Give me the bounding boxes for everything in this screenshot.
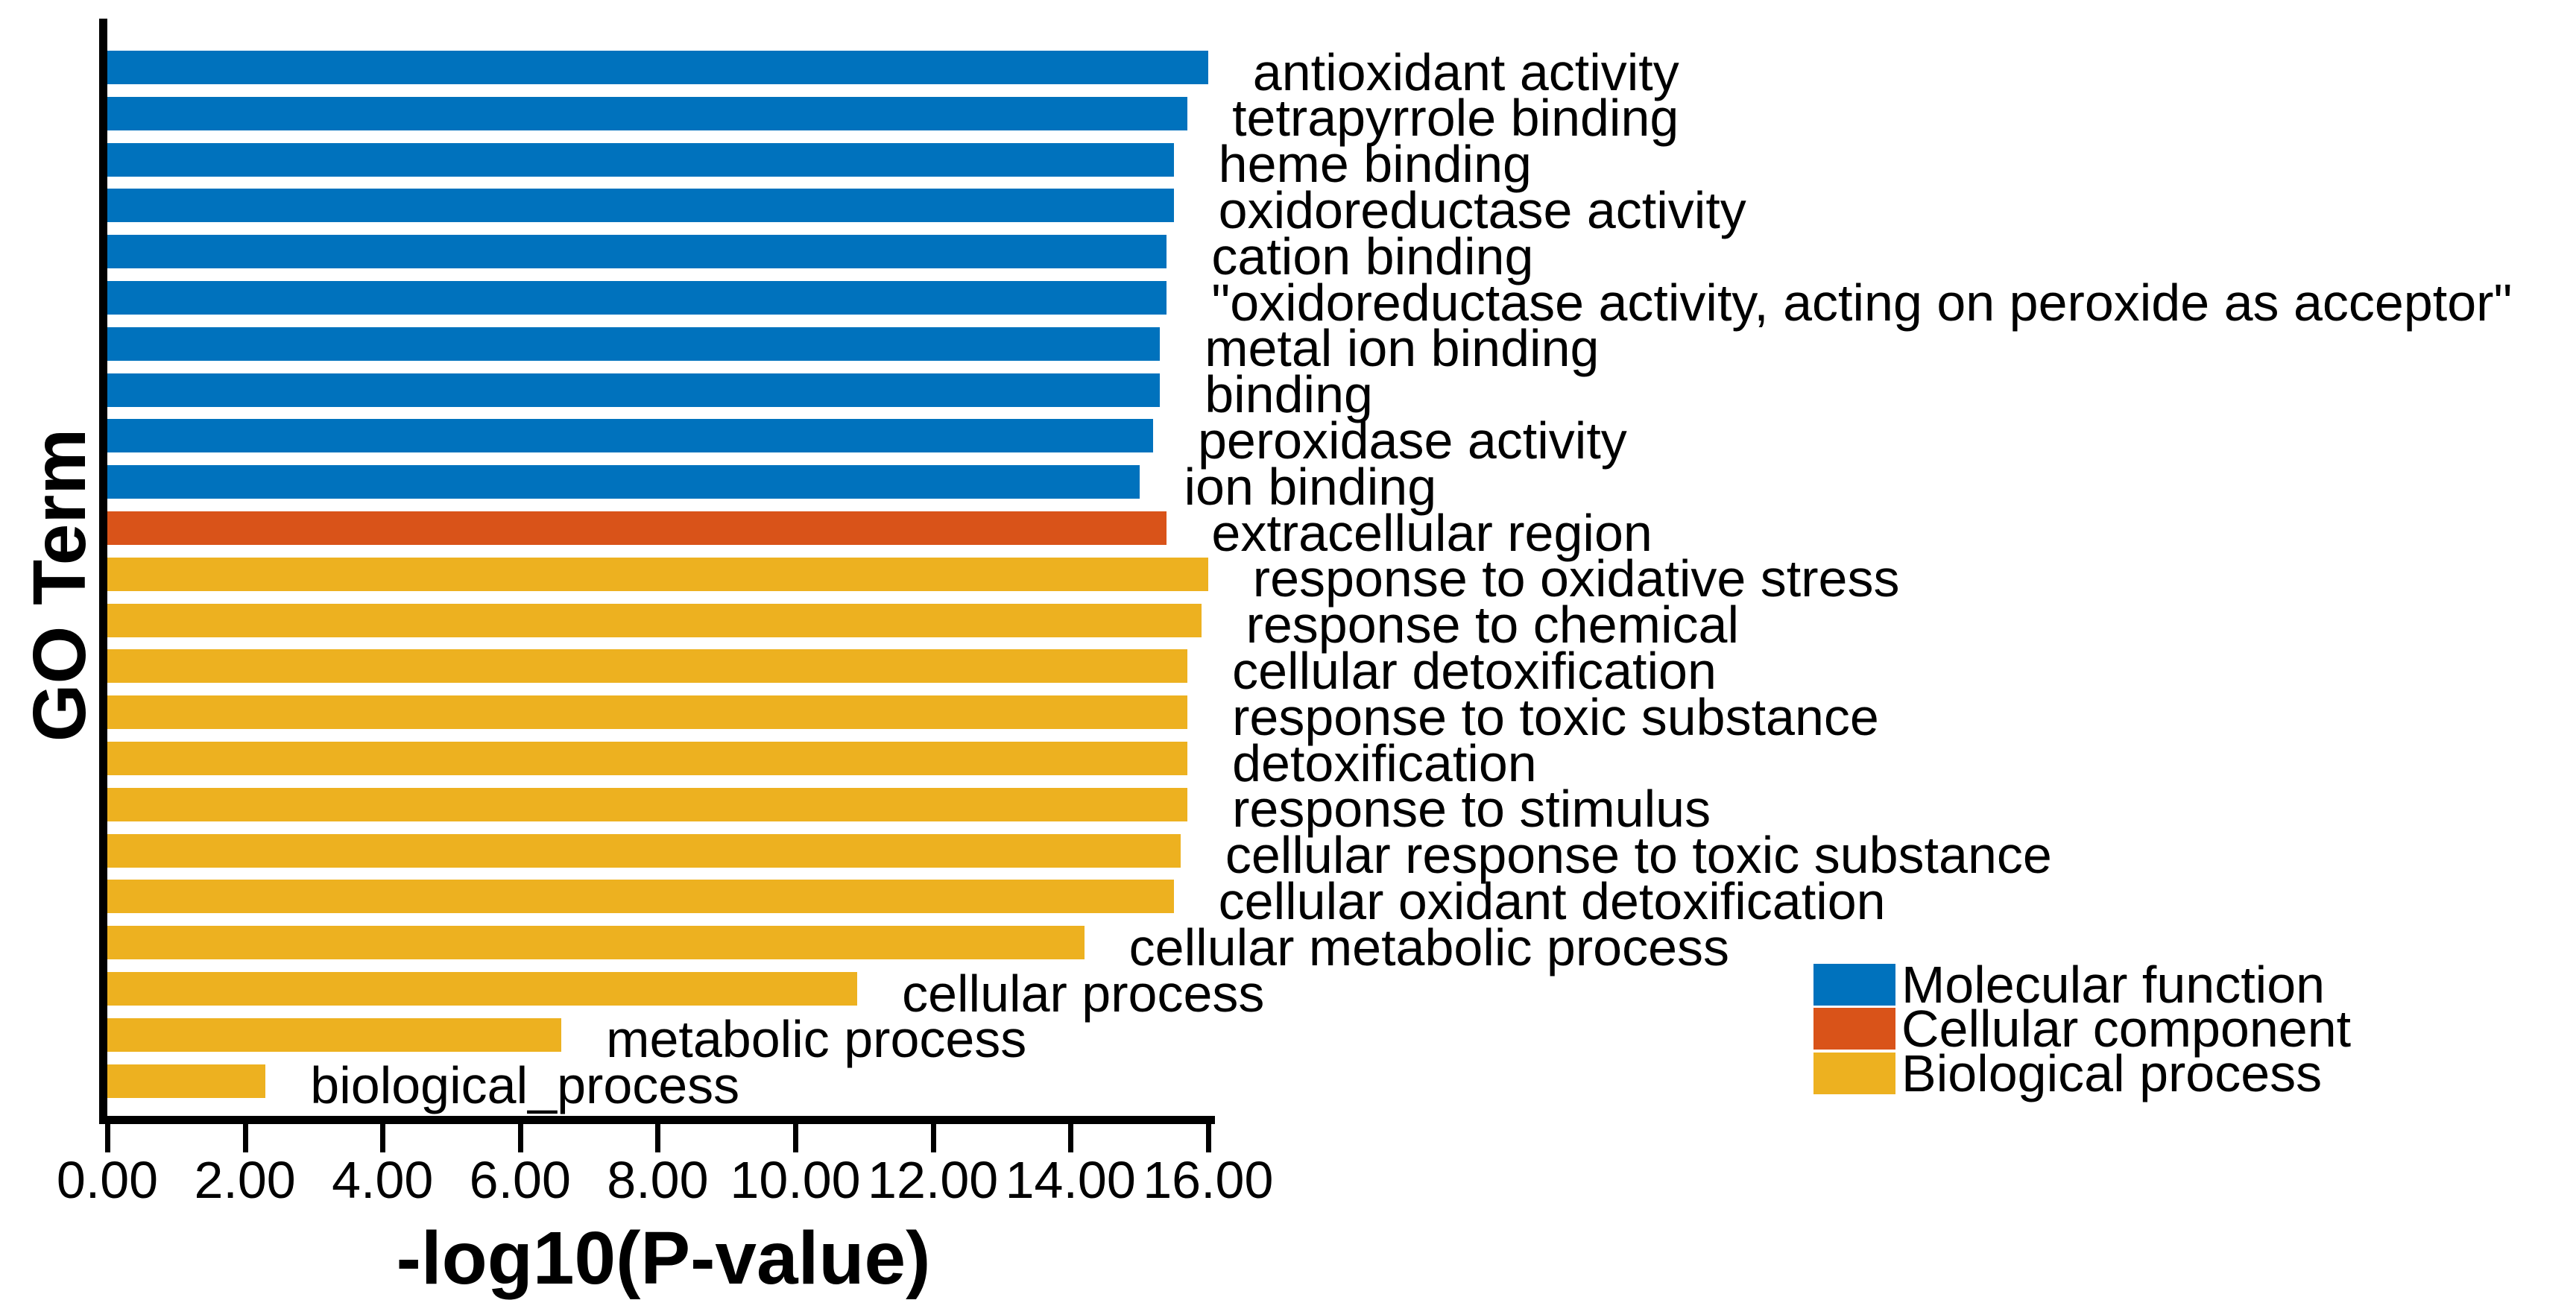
x-tick-mark bbox=[242, 1124, 248, 1152]
bar bbox=[107, 742, 1188, 775]
legend-label: Biological process bbox=[1901, 1044, 2323, 1102]
x-tick-label: 10.00 bbox=[730, 1151, 861, 1209]
bar bbox=[107, 649, 1188, 684]
bar-label: biological_process bbox=[310, 1056, 740, 1115]
bar-label: response to stimulus bbox=[1232, 780, 1711, 839]
x-tick-mark bbox=[105, 1124, 110, 1152]
bar bbox=[107, 511, 1167, 545]
bar bbox=[107, 695, 1188, 730]
bar bbox=[107, 603, 1202, 637]
bar-label: metal ion binding bbox=[1205, 319, 1600, 378]
legend-label: Cellular component bbox=[1901, 1000, 2352, 1058]
bar bbox=[107, 1017, 562, 1052]
x-tick-mark bbox=[380, 1124, 386, 1152]
bar-label: cation binding bbox=[1211, 227, 1534, 285]
x-tick-label: 8.00 bbox=[607, 1151, 709, 1209]
bar-label: antioxidant activity bbox=[1252, 42, 1679, 101]
bar-label: response to oxidative stress bbox=[1252, 549, 1900, 608]
x-tick-label: 2.00 bbox=[194, 1151, 296, 1209]
x-tick-label: 12.00 bbox=[868, 1151, 999, 1209]
legend-label: Molecular function bbox=[1901, 956, 2326, 1014]
bar bbox=[107, 326, 1161, 361]
legend-swatch bbox=[1813, 1053, 1895, 1094]
bar-label: cellular metabolic process bbox=[1128, 918, 1729, 976]
bar bbox=[107, 557, 1208, 591]
bar bbox=[107, 465, 1140, 499]
x-tick-label: 14.00 bbox=[1005, 1151, 1136, 1209]
bar-label: metabolic process bbox=[606, 1010, 1027, 1069]
bar bbox=[107, 1064, 266, 1098]
x-axis-title: -log10(P-value) bbox=[396, 1217, 931, 1300]
bar-label: ion binding bbox=[1184, 457, 1437, 516]
bar bbox=[107, 972, 858, 1006]
y-axis-line bbox=[99, 19, 107, 1124]
bar-label: response to chemical bbox=[1246, 596, 1740, 654]
bar bbox=[107, 880, 1174, 914]
bar bbox=[107, 926, 1085, 960]
bar bbox=[107, 96, 1188, 130]
x-tick-mark bbox=[655, 1124, 661, 1152]
bar-label: peroxidase activity bbox=[1197, 411, 1627, 470]
bar-label: response to toxic substance bbox=[1232, 687, 1879, 746]
bar bbox=[107, 787, 1188, 821]
x-tick-mark bbox=[1205, 1124, 1211, 1152]
x-tick-label: 4.00 bbox=[332, 1151, 434, 1209]
x-tick-mark bbox=[1068, 1124, 1074, 1152]
bar bbox=[107, 833, 1181, 868]
bar-label: cellular oxidant detoxification bbox=[1218, 871, 1886, 930]
bar-label: detoxification bbox=[1232, 733, 1537, 792]
bar-label: "oxidoreductase activity, acting on pero… bbox=[1211, 273, 2513, 332]
x-tick-mark bbox=[517, 1124, 523, 1152]
bar-label: heme binding bbox=[1218, 135, 1532, 194]
y-axis-title: GO Term bbox=[18, 428, 101, 742]
bar-label: binding bbox=[1205, 365, 1373, 424]
bar-label: cellular response to toxic substance bbox=[1225, 826, 2052, 885]
bar-label: cellular detoxification bbox=[1232, 641, 1717, 700]
legend-swatch bbox=[1813, 964, 1895, 1006]
x-tick-mark bbox=[793, 1124, 798, 1152]
bar-label: tetrapyrrole binding bbox=[1232, 89, 1679, 148]
x-axis-line bbox=[99, 1116, 1215, 1124]
x-tick-mark bbox=[930, 1124, 936, 1152]
legend-swatch bbox=[1813, 1008, 1895, 1050]
x-tick-label: 16.00 bbox=[1143, 1151, 1274, 1209]
bar bbox=[107, 51, 1208, 84]
x-tick-label: 0.00 bbox=[56, 1151, 159, 1209]
bar bbox=[107, 142, 1174, 177]
bar-label: oxidoreductase activity bbox=[1218, 180, 1746, 239]
bar bbox=[107, 373, 1161, 407]
bar bbox=[107, 419, 1153, 453]
bar bbox=[107, 235, 1167, 269]
bar bbox=[107, 189, 1174, 223]
x-tick-label: 6.00 bbox=[469, 1151, 571, 1209]
bar bbox=[107, 281, 1167, 315]
bar-label: cellular process bbox=[902, 964, 1265, 1023]
bar-label: extracellular region bbox=[1211, 503, 1652, 562]
